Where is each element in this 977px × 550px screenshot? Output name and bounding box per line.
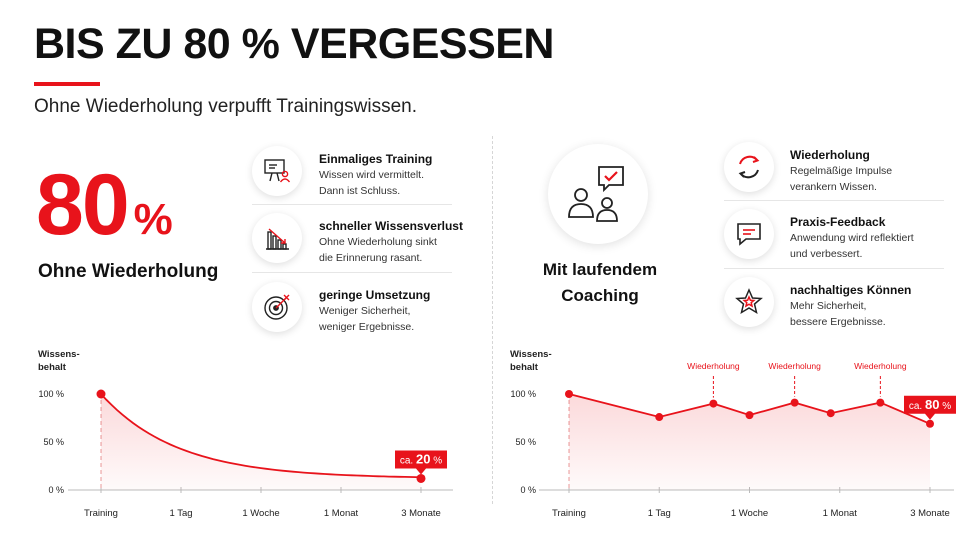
refresh-cycle-icon [724,142,774,192]
big-number: 80 [36,157,130,253]
section-divider [492,136,493,504]
feature-title: Praxis-Feedback [790,215,886,229]
y-axis-label: behalt [38,362,67,373]
feature-desc: Wissen wird vermittelt. Dann ist Schluss… [319,167,424,199]
feature-desc-line: Ohne Wiederholung sinkt [319,236,437,248]
data-point [876,398,885,407]
feature-desc: Mehr Sicherheit, bessere Ergebnisse. [790,298,886,330]
big-statistic: 80% [36,162,173,248]
data-point [790,398,799,407]
right-caption: Mit laufendem Coaching [520,257,680,309]
x-tick-label: Training [552,508,586,519]
feature-desc: Ohne Wiederholung sinkt die Erinnerung r… [319,234,437,266]
y-tick-label: 0 % [48,485,64,495]
data-point [655,413,664,422]
x-tick-label: 1 Tag [169,508,192,519]
feature-desc-line: Anwendung wird reflektiert [790,232,914,244]
value-callout-part: ca. [400,455,416,466]
x-tick-label: Training [84,508,118,519]
data-point [96,389,106,399]
title-underline [34,82,100,86]
feature-desc-line: bessere Ergebnisse. [790,316,886,328]
y-axis-label: behalt [510,362,539,373]
x-tick-label: 3 Monate [401,508,441,519]
x-tick-label: 3 Monate [910,508,950,519]
value-callout-text: ca. 80 % [909,397,951,412]
annotation-label: Wiederholung [768,361,821,371]
target-icon [252,282,302,332]
chat-bubble-icon [724,209,774,259]
value-callout-text: ca. 20 % [400,451,442,466]
x-tick-label: 1 Monat [823,508,858,519]
data-point [709,399,718,408]
value-callout-part: % [430,455,442,466]
feature-title: Wiederholung [790,148,870,162]
feature-desc-line: die Erinnerung rasant. [319,252,423,264]
data-point [565,390,573,398]
y-tick-label: 50 % [43,437,64,447]
series-line [100,393,422,479]
feature-title: nachhaltiges Können [790,283,912,297]
feature-desc-line: und verbessert. [790,248,863,260]
declining-bar-chart-icon [252,213,302,263]
y-tick-label: 50 % [515,437,536,447]
data-point [926,419,934,428]
feature-separator [252,272,452,273]
coaching-retention-chart: Wissens-behalt 100 % 50 % 0 % Training 1 Tag 1… [510,349,956,519]
feature-desc-line: Weniger Sicherheit, [319,305,411,317]
feature-desc-line: Dann ist Schluss. [319,185,401,197]
data-point [826,409,835,418]
value-callout-badge [904,395,956,420]
x-tick-label: 1 Tag [648,508,671,519]
presentation-board-icon [252,146,302,196]
left-caption: Ohne Wiederholung [38,261,219,282]
feature-separator [252,204,452,205]
data-point [416,473,426,483]
feature-desc: Weniger Sicherheit, weniger Ergebnisse. [319,303,414,335]
value-callout-part: 80 [925,397,939,412]
value-callout-part: % [939,401,951,412]
feature-title: geringe Umsetzung [319,288,431,302]
right-caption-line: Coaching [561,286,639,305]
area-fill [101,394,421,490]
x-tick-label: 1 Woche [242,508,279,519]
feature-desc: Regelmäßige Impulse verankern Wissen. [790,163,892,195]
feature-desc-line: verankern Wissen. [790,181,877,193]
page-title: BIS ZU 80 % VERGESSEN [34,20,555,68]
feature-desc: Anwendung wird reflektiert und verbesser… [790,230,914,262]
y-axis-label: Wissens- [510,349,552,360]
page-subtitle: Ohne Wiederholung verpufft Trainingswiss… [34,96,418,117]
series-line [568,393,931,425]
feature-desc-line: Mehr Sicherheit, [790,300,867,312]
feature-desc-line: weniger Ergebnisse. [319,321,415,333]
feature-title: schneller Wissensverlust [319,219,463,233]
feature-desc-line: Wissen wird vermittelt. [319,169,425,181]
annotation-label: Wiederholung [687,361,740,371]
data-point [745,411,754,420]
big-number-unit: % [133,195,173,244]
x-tick-label: 1 Monat [324,508,359,519]
feature-separator [724,200,944,201]
value-callout-part: ca. [909,401,925,412]
forgetting-curve-chart: Wissens-behalt 100 % 50 % 0 % Training 1 Tag 1… [38,349,453,519]
x-tick-label: 1 Woche [731,508,768,519]
star-badge-icon [724,277,774,327]
feature-separator [724,268,944,269]
annotation-label: Wiederholung [854,361,907,371]
right-caption-line: Mit laufendem [542,260,658,279]
y-tick-label: 100 % [510,389,536,399]
value-callout-badge [395,450,447,475]
y-tick-label: 0 % [520,485,536,495]
coaching-people-icon [548,144,648,244]
feature-desc-line: Regelmäßige Impulse [790,165,893,177]
y-tick-label: 100 % [38,389,64,399]
y-axis-label: Wissens- [38,349,80,360]
value-callout-part: 20 [416,451,430,466]
feature-title: Einmaliges Training [319,152,433,166]
